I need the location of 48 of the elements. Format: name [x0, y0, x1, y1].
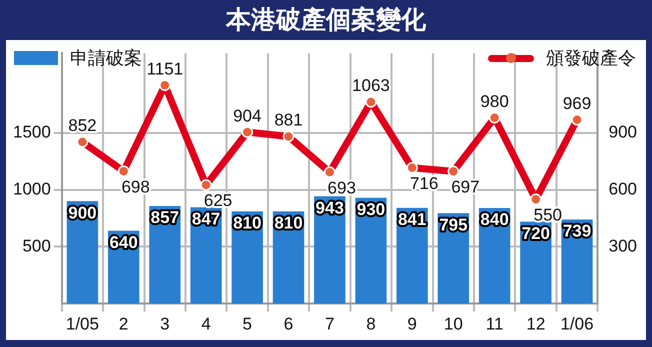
- x-tick-label: 1/05: [66, 314, 99, 334]
- legend-label: 申請破案: [70, 47, 142, 70]
- data-label: 852: [68, 116, 97, 136]
- data-label: 550: [534, 205, 562, 224]
- data-label: 840: [480, 210, 509, 230]
- x-tick-label: 12: [526, 314, 546, 334]
- data-label: 900: [68, 203, 97, 222]
- x-tick-label: 4: [201, 314, 211, 334]
- data-label: 904: [233, 106, 262, 126]
- data-label: 693: [328, 178, 356, 198]
- x-tick-label: 1/06: [560, 314, 594, 334]
- data-label: 847: [192, 209, 220, 228]
- data-label: 857: [150, 208, 180, 228]
- data-label: 810: [233, 214, 262, 233]
- data-label: 739: [562, 222, 592, 241]
- x-tick-label: 7: [324, 314, 334, 334]
- x-tick-label: 3: [160, 314, 170, 334]
- data-label: 640: [109, 232, 138, 252]
- data-label: 881: [274, 110, 303, 130]
- data-label: 795: [439, 215, 468, 234]
- x-tick-label: 5: [242, 314, 252, 334]
- data-label: 943: [316, 198, 344, 218]
- y2-tick-label: 600: [608, 179, 638, 198]
- chart-title: 本港破產個案變化: [224, 4, 427, 36]
- data-label: 716: [410, 174, 438, 193]
- y-tick-label: 500: [22, 236, 51, 256]
- data-label: 697: [451, 178, 480, 197]
- y2-tick-label: 900: [608, 122, 638, 142]
- x-tick-label: 6: [284, 314, 294, 334]
- data-label: 930: [356, 200, 386, 219]
- legend-label: 頒發破產令: [546, 47, 636, 70]
- data-label: 980: [480, 92, 509, 111]
- x-tick-label: 2: [118, 314, 128, 334]
- y-tick-label: 1500: [12, 122, 51, 142]
- data-label: 698: [121, 177, 150, 196]
- y-tick-label: 1000: [12, 179, 51, 198]
- data-label: 720: [522, 224, 550, 243]
- y2-tick-label: 300: [608, 236, 638, 256]
- data-label: 1063: [352, 76, 390, 96]
- x-tick-label: 10: [444, 314, 463, 334]
- x-tick-label: 9: [407, 314, 417, 334]
- data-label: 841: [398, 210, 426, 230]
- data-label: 969: [562, 94, 592, 113]
- data-label: 810: [274, 214, 303, 233]
- x-tick-label: 11: [486, 314, 504, 334]
- data-label: 625: [204, 191, 232, 210]
- data-label: 1151: [146, 59, 184, 78]
- x-tick-label: 8: [366, 314, 376, 334]
